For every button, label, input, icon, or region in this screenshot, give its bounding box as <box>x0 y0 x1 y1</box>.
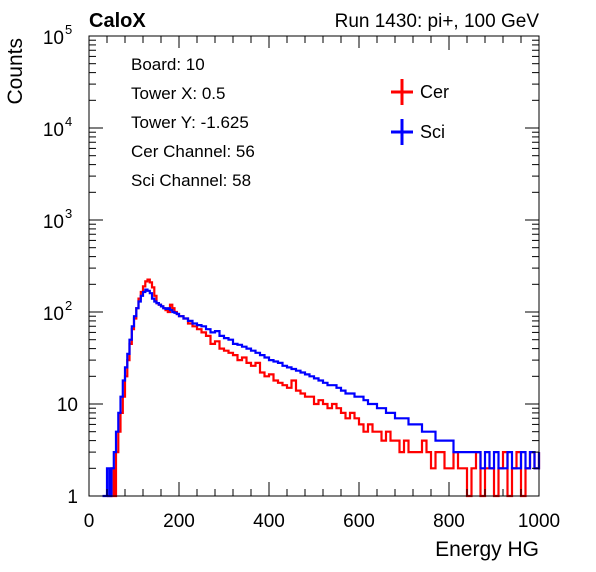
y-tick-label: 10 <box>43 28 64 49</box>
y-tick-label: 10 <box>43 120 64 141</box>
y-tick-exponent: 5 <box>65 22 72 37</box>
y-tick-label: 10 <box>43 304 64 325</box>
info-box-line: Board: 10 <box>131 55 205 74</box>
y-tick-exponent: 2 <box>65 298 72 313</box>
info-box-line: Sci Channel: 58 <box>131 171 251 190</box>
legend-label-cer: Cer <box>420 82 449 102</box>
y-tick-exponent: 3 <box>65 206 72 221</box>
plot-frame <box>88 35 540 497</box>
chart-title-right: Run 1430: pi+, 100 GeV <box>335 11 540 32</box>
info-box-line: Tower Y: -1.625 <box>131 113 249 132</box>
y-tick-label: 1 <box>67 487 78 508</box>
chart-title-left: CaloX <box>89 10 146 32</box>
x-tick-label: 800 <box>433 511 465 532</box>
x-axis-label: Energy HG <box>435 538 539 561</box>
axis-ticks <box>88 36 540 497</box>
info-box: Board: 10 Tower X: 0.5 Tower Y: -1.625 C… <box>122 48 360 200</box>
series-layer <box>102 278 541 498</box>
legend-item-sci: Sci <box>391 119 445 145</box>
x-tick-label: 600 <box>343 511 375 532</box>
y-tick-exponent: 4 <box>65 114 72 129</box>
x-tick-label: 200 <box>163 511 195 532</box>
x-tick-label: 400 <box>253 511 285 532</box>
y-tick-label: 10 <box>43 212 64 233</box>
info-box-background <box>122 48 360 200</box>
series-line-sci <box>102 288 541 498</box>
legend-label-sci: Sci <box>420 122 445 142</box>
x-tick-label: 1000 <box>518 511 560 532</box>
info-box-line: Cer Channel: 56 <box>131 142 255 161</box>
legend: Cer Sci <box>391 79 449 145</box>
y-axis-label: Counts <box>4 38 27 105</box>
legend-item-cer: Cer <box>391 79 449 105</box>
x-tick-label: 0 <box>84 511 95 532</box>
y-tick-label: 10 <box>57 395 78 416</box>
info-box-line: Tower X: 0.5 <box>131 84 226 103</box>
